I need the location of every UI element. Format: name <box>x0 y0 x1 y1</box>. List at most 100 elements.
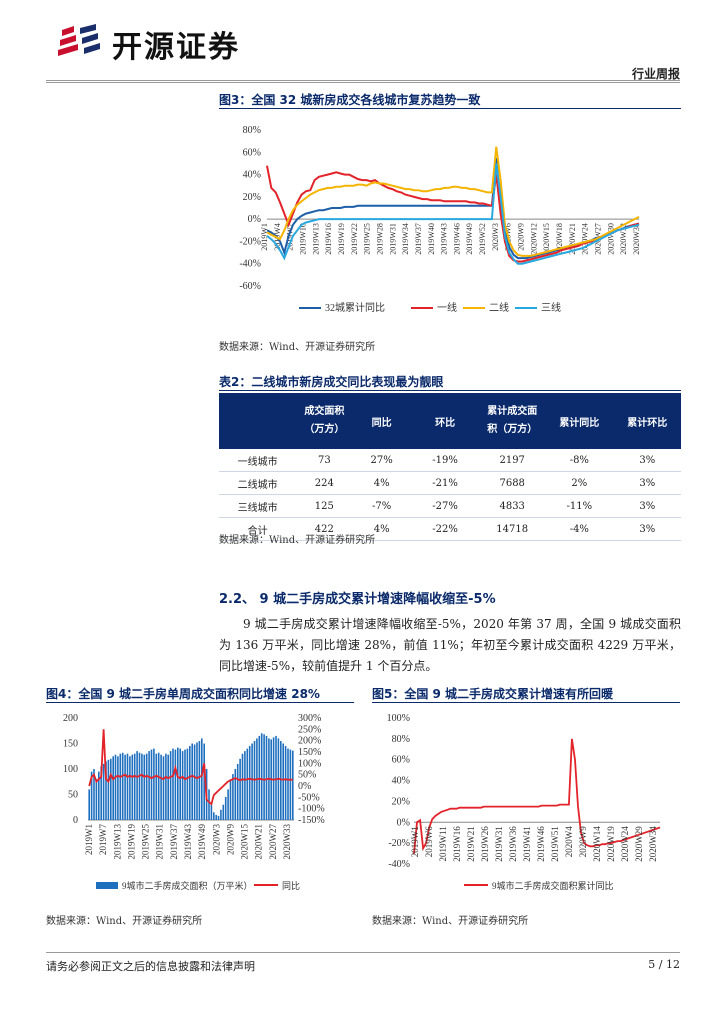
table2-title-rule <box>219 390 681 391</box>
bar <box>193 744 196 820</box>
x-tick-label: 2020W34 <box>648 826 658 862</box>
y-tick-label: 60% <box>243 147 261 158</box>
bar <box>174 749 177 820</box>
series-line <box>266 157 640 260</box>
bar <box>100 766 102 820</box>
x-tick-label: 2019W1 <box>260 223 269 251</box>
bar <box>126 753 129 820</box>
bar <box>167 754 169 820</box>
y-tick-label: 100% <box>387 713 410 724</box>
bar <box>236 763 239 820</box>
bar <box>220 809 222 820</box>
x-tick-label: 2019W31 <box>388 223 397 255</box>
right-y-tick-label: 50% <box>298 770 316 781</box>
bar <box>165 753 167 820</box>
table2-header-cell: 成交面积（万方） <box>296 393 353 449</box>
table-cell: 三线城市 <box>219 494 297 518</box>
bar <box>179 748 181 820</box>
figure4-source: 数据来源：Wind、开源证券研究所 <box>46 916 203 927</box>
bar <box>260 733 263 820</box>
bar <box>215 814 217 820</box>
bar <box>105 761 107 820</box>
x-tick-label: 2019W46 <box>536 826 546 862</box>
x-tick-label: 2019W34 <box>401 223 410 255</box>
table-cell: 4% <box>352 471 411 495</box>
x-tick-label: 2019W13 <box>311 223 320 255</box>
table-cell: 4% <box>352 517 411 541</box>
series-line <box>88 729 293 806</box>
bar <box>136 751 138 820</box>
table2-header-cell: 累计环比 <box>613 393 681 449</box>
table-row: 一线城市 73 27% -19% 2197 -8% 3% <box>219 449 681 472</box>
table-cell: 3% <box>613 494 681 518</box>
x-tick-label: 2019W43 <box>183 824 193 860</box>
y-tick-label: 0% <box>397 817 410 828</box>
section-paragraph: 9 城二手房成交累计增速降幅收缩至-5%，2020 年第 37 周，全国 9 城… <box>219 617 681 673</box>
bar <box>251 743 253 820</box>
x-tick-label: 2019W37 <box>169 824 179 860</box>
x-tick-label: 2020W12 <box>529 223 538 255</box>
bar <box>148 751 150 820</box>
x-tick-label: 2019W26 <box>480 826 490 862</box>
left-y-tick-label: 0 <box>73 815 78 826</box>
x-tick-label: 2019W19 <box>126 824 136 860</box>
right-y-tick-label: 300% <box>298 713 321 724</box>
x-tick-label: 2019W6 <box>424 826 434 857</box>
bar <box>114 754 117 820</box>
figure3-source: 数据来源：Wind、开源证券研究所 <box>219 342 376 353</box>
x-tick-label: 2019W37 <box>414 223 423 255</box>
bar <box>93 769 95 820</box>
figure5-title: 图5：全国 9 城二手房成交累计增速有所回暖 <box>372 687 614 701</box>
bar <box>121 752 124 820</box>
y-tick-label: 60% <box>392 755 410 766</box>
y-tick-label: 80% <box>392 734 410 745</box>
bar <box>112 756 114 821</box>
left-y-tick-label: 150 <box>63 739 78 750</box>
bar <box>143 754 146 820</box>
y-tick-label: -40% <box>388 859 410 870</box>
x-tick-label: 2019W52 <box>478 223 487 255</box>
x-tick-label: 2019W49 <box>465 223 474 255</box>
bar <box>234 769 237 820</box>
figure5-title-rule <box>372 702 680 703</box>
bar <box>181 751 184 820</box>
x-tick-label: 2020W24 <box>581 223 590 255</box>
table-cell: 3% <box>613 449 681 472</box>
y-tick-label: -20% <box>388 838 410 849</box>
company-logo: 开源证券 <box>56 24 240 65</box>
figure3-chart: 80%60%40%20%0%-20%-40%-60%2019W1 2019W4 20… <box>239 125 641 314</box>
bar <box>289 749 292 820</box>
x-tick-label: 2019W25 <box>141 824 151 860</box>
bar <box>282 743 284 820</box>
figure4-title: 图4：全国 9 城二手房单周成交面积同比增速 28% <box>46 687 320 701</box>
x-tick-label: 2019W7 <box>98 824 108 855</box>
table-cell: -8% <box>545 449 614 472</box>
table-cell: -11% <box>545 494 614 518</box>
table-cell: 224 <box>296 471 353 495</box>
bar <box>196 742 198 820</box>
bar <box>102 763 105 820</box>
section-heading: 2.2、 9 城二手房成交累计增速降幅收缩至-5% <box>219 592 496 607</box>
bar <box>160 754 162 820</box>
table-cell: 2% <box>545 471 614 495</box>
x-tick-label: 2019W36 <box>508 826 518 862</box>
table-cell: 二线城市 <box>219 471 297 495</box>
bar <box>227 789 229 820</box>
bar <box>138 752 141 820</box>
bar <box>246 748 249 820</box>
table-cell: 7688 <box>479 471 546 495</box>
x-tick-label: 2019W40 <box>427 223 436 255</box>
right-y-tick-label: -50% <box>298 792 320 803</box>
page-number: 5 / 12 <box>648 958 680 971</box>
table-cell: -7% <box>352 494 411 518</box>
bar <box>248 746 251 820</box>
bar <box>150 749 153 820</box>
table-cell: -21% <box>410 471 480 495</box>
x-tick-label: 2020W14 <box>592 826 602 862</box>
legend-label: 9城市二手房成交面积累计同比 <box>492 880 614 891</box>
x-tick-label: 2019W51 <box>550 826 560 862</box>
bar <box>287 748 289 820</box>
table-cell: -4% <box>545 517 614 541</box>
table2-header-cell <box>219 393 297 449</box>
bar <box>272 737 275 820</box>
